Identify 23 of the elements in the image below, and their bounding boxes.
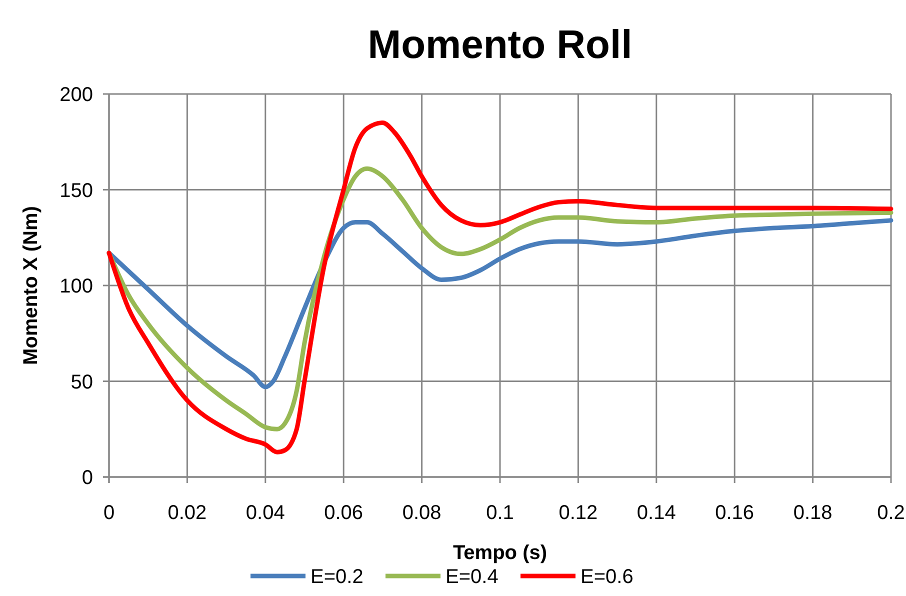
- x-tick-label: 0.02: [168, 502, 207, 524]
- x-tick-label: 0.08: [402, 502, 442, 524]
- x-tick-label: 0.1: [486, 502, 514, 524]
- x-tick-label: 0: [103, 502, 115, 524]
- y-tick-label: 50: [70, 371, 93, 394]
- x-tick-label: 0.2: [877, 502, 905, 524]
- line-series: [106, 120, 894, 454]
- y-tick-label: 200: [60, 84, 93, 106]
- x-axis-title: Tempo (s): [452, 542, 548, 564]
- x-tick-label: 0.18: [793, 502, 832, 524]
- chart-title: Momento Roll: [368, 23, 632, 67]
- y-tick-label: 0: [82, 467, 93, 489]
- x-tick-label: 0.06: [324, 502, 364, 524]
- x-tick-label: 0.16: [715, 502, 754, 524]
- legend-label: E=0.6: [580, 566, 634, 588]
- legend-label: E=0.4: [446, 566, 498, 588]
- x-tick-label: 0.12: [558, 502, 598, 524]
- legend-label: E=0.2: [310, 566, 364, 588]
- x-tick-label: 0.04: [246, 502, 285, 524]
- x-tick-label: 0.14: [636, 502, 676, 524]
- y-tick-label: 100: [60, 276, 93, 298]
- y-tick-label: 150: [60, 180, 93, 202]
- y-axis-title: Momento X (Nm): [20, 206, 42, 365]
